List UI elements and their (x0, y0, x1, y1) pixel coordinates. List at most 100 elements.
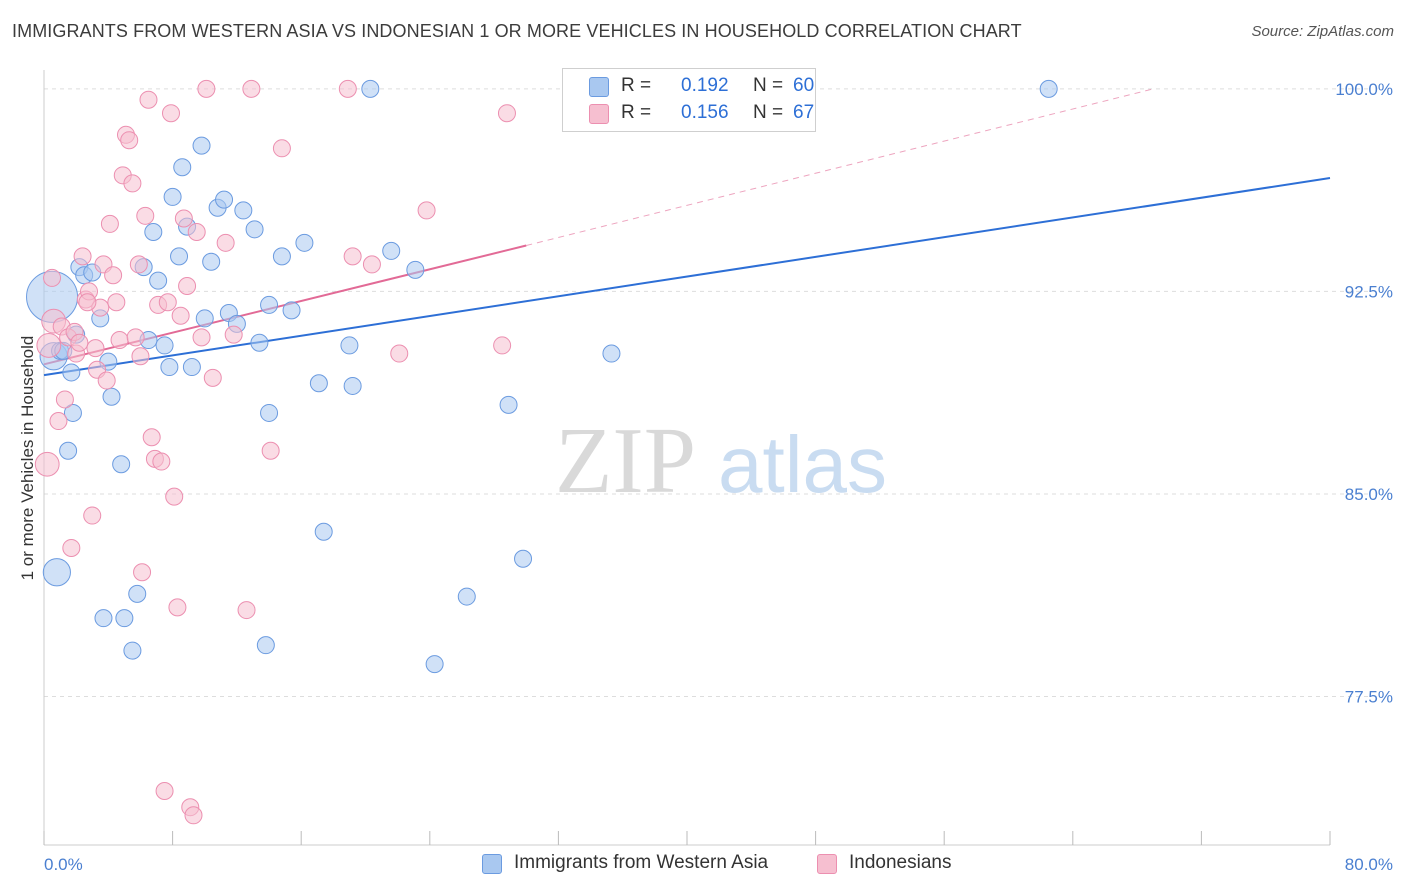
pink-point (272, 139, 291, 158)
source-credit: Source: ZipAtlas.com (1251, 23, 1394, 40)
pink-swatch (589, 104, 609, 124)
pink-point (110, 331, 129, 350)
pink-point (216, 233, 235, 252)
pink-point (36, 333, 62, 358)
pink-point (187, 223, 206, 242)
blue-point (602, 344, 621, 363)
pink-point (100, 214, 119, 233)
blue-point (59, 441, 78, 460)
x-tick-label-start: 0.0% (44, 855, 83, 874)
blue-point (115, 609, 134, 628)
pink-point (97, 371, 116, 390)
pink-point (107, 293, 126, 312)
n-label: N = (753, 102, 784, 123)
r-label: R = (621, 102, 652, 123)
pink-trend-extension (526, 88, 1154, 247)
pink-point (155, 781, 174, 800)
pink-point (73, 247, 92, 266)
pink-point (139, 90, 158, 109)
blue-point (202, 252, 221, 271)
blue-point (457, 587, 476, 606)
pink-point (55, 390, 74, 409)
blue-point (272, 247, 291, 266)
legend-label: Indonesians (849, 852, 952, 873)
pink-point (43, 268, 62, 287)
pink-point (237, 601, 256, 620)
r-label: R = (621, 75, 652, 96)
blue-point (260, 403, 279, 422)
blue-point (499, 395, 518, 414)
blue-point (256, 636, 275, 655)
n-label: N = (753, 75, 784, 96)
y-axis-label: 1 or more Vehicles in Household (18, 336, 37, 581)
blue-point (425, 655, 444, 674)
blue-point (112, 455, 131, 474)
legend-label: Immigrants from Western Asia (514, 852, 769, 873)
pink-point (493, 336, 512, 355)
pink-point (203, 368, 222, 387)
blue-point (361, 79, 380, 98)
blue-point (314, 522, 333, 541)
chart-title: IMMIGRANTS FROM WESTERN ASIA VS INDONESI… (12, 21, 1022, 41)
pink-point (123, 174, 142, 193)
blue-point (295, 233, 314, 252)
blue-point (1039, 79, 1058, 98)
blue-point (192, 136, 211, 155)
pink-point (197, 79, 216, 98)
blue-point (94, 609, 113, 628)
pink-point (136, 206, 155, 225)
watermark-zip: ZIP (555, 409, 696, 513)
pink-point (362, 255, 381, 274)
n-value: 60 (793, 75, 815, 96)
blue-point (173, 158, 192, 177)
pink-point (133, 563, 152, 582)
blue-point (63, 403, 82, 422)
blue-point (514, 549, 533, 568)
pink-point (261, 441, 280, 460)
blue-point (250, 333, 269, 352)
x-tick-label-end: 80.0% (1345, 855, 1393, 874)
blue-point (260, 295, 279, 314)
pink-point (120, 131, 139, 150)
blue-point (144, 223, 163, 242)
pink-point (129, 255, 148, 274)
stats-legend: R = 0.192 N = 60 R = 0.156 N = 67 (562, 68, 816, 132)
pink-point (152, 452, 171, 471)
grid-lines (44, 88, 1370, 697)
pink-point (390, 344, 409, 363)
blue-point (170, 247, 189, 266)
blue-point (382, 241, 401, 260)
pink-point (192, 328, 211, 347)
pink-point (178, 277, 197, 296)
pink-point (224, 325, 243, 344)
pink-point (168, 598, 187, 617)
pink-point (165, 487, 184, 506)
pink-point (49, 412, 68, 431)
blue-point (62, 363, 81, 382)
pink-point (161, 104, 180, 123)
blue-point (195, 309, 214, 328)
series-legend: Immigrants from Western Asia Indonesians (0, 852, 1406, 876)
pink-point (86, 339, 105, 358)
blue-point (123, 641, 142, 660)
pink-point (70, 333, 89, 352)
pink-point (417, 201, 436, 220)
blue-point (309, 374, 328, 393)
r-value: 0.156 (681, 102, 729, 123)
pink-point (184, 806, 203, 825)
blue-point (102, 387, 121, 406)
pink-point (338, 79, 357, 98)
blue-point (163, 187, 182, 206)
pink-point (343, 247, 362, 266)
blue-point (128, 584, 147, 603)
blue-point (160, 358, 179, 377)
pink-point (126, 328, 145, 347)
blue-point (215, 190, 234, 209)
blue-point (406, 260, 425, 279)
r-value: 0.192 (681, 75, 729, 96)
y-tick-label: 92.5% (1345, 282, 1393, 301)
pink-point (158, 293, 177, 312)
pink-point (171, 306, 190, 325)
watermark-atlas: atlas (718, 420, 887, 509)
